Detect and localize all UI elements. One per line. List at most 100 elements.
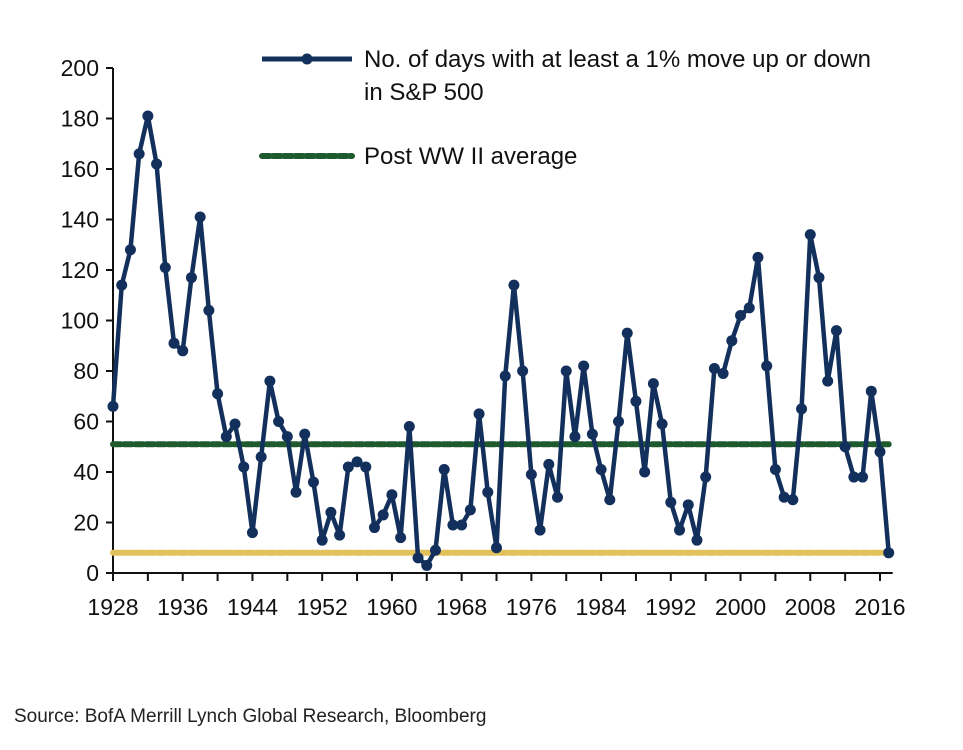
data-point xyxy=(395,532,407,544)
data-point xyxy=(421,559,433,571)
data-point xyxy=(656,418,668,430)
data-point xyxy=(168,337,180,349)
data-point xyxy=(307,476,319,488)
data-point xyxy=(613,416,625,427)
data-point xyxy=(403,421,415,433)
data-point xyxy=(238,461,250,473)
data-point xyxy=(595,463,607,475)
data-point xyxy=(325,506,337,518)
data-point xyxy=(212,388,224,400)
data-point xyxy=(133,148,145,160)
data-point xyxy=(735,309,747,321)
data-point xyxy=(639,466,651,478)
x-tick-label: 2008 xyxy=(785,594,836,620)
data-point xyxy=(630,395,642,407)
data-point xyxy=(700,471,712,483)
data-point xyxy=(839,441,851,453)
y-tick-label: 80 xyxy=(73,358,99,384)
data-point xyxy=(360,461,372,473)
y-tick-label: 140 xyxy=(61,207,99,233)
data-point xyxy=(691,534,703,546)
data-point xyxy=(447,519,459,531)
data-point xyxy=(813,272,825,284)
x-tick-label: 2016 xyxy=(854,594,905,620)
data-point xyxy=(586,428,598,440)
data-point xyxy=(560,365,572,377)
data-point xyxy=(508,279,520,291)
data-point xyxy=(491,542,502,554)
data-point xyxy=(429,544,441,556)
x-tick-label: 1984 xyxy=(576,594,627,620)
x-tick-label: 1936 xyxy=(157,594,208,620)
data-point xyxy=(255,451,267,463)
x-tick-label: 1976 xyxy=(506,594,557,620)
data-point xyxy=(665,496,677,508)
data-point xyxy=(281,431,293,443)
y-tick-label: 200 xyxy=(61,55,99,81)
data-point xyxy=(726,335,738,347)
data-point xyxy=(743,302,755,314)
data-point xyxy=(848,471,860,483)
data-point xyxy=(386,489,398,501)
data-point xyxy=(194,211,206,223)
data-point xyxy=(682,499,694,511)
series-polyline xyxy=(110,113,891,568)
data-point xyxy=(473,408,485,420)
data-point xyxy=(220,431,232,443)
x-tick-label: 1992 xyxy=(645,594,696,620)
data-point xyxy=(778,491,790,503)
y-tick-label: 100 xyxy=(61,308,99,334)
y-tick-label: 60 xyxy=(73,409,99,435)
data-point xyxy=(107,400,119,412)
legend: No. of days with at least a 1% move up o… xyxy=(259,46,871,170)
data-point xyxy=(874,446,886,458)
x-tick-label: 1968 xyxy=(436,594,487,620)
data-point xyxy=(456,519,468,531)
data-point xyxy=(185,272,197,284)
data-point xyxy=(865,385,877,397)
data-point xyxy=(708,362,720,374)
data-point xyxy=(787,494,799,506)
data-point xyxy=(796,403,808,415)
legend-label-series-line2: in S&P 500 xyxy=(364,79,484,106)
x-tick-label: 1944 xyxy=(227,594,278,620)
data-point xyxy=(482,486,494,498)
data-point xyxy=(342,461,354,473)
data-point xyxy=(377,509,389,521)
data-point xyxy=(604,494,616,506)
data-point xyxy=(525,469,537,481)
data-point xyxy=(578,360,590,372)
data-point xyxy=(674,524,686,536)
data-point xyxy=(273,416,285,427)
x-tick-label: 1928 xyxy=(87,594,138,620)
data-point xyxy=(177,345,189,357)
data-point xyxy=(203,304,215,316)
y-tick-label: 40 xyxy=(73,459,99,485)
data-point xyxy=(290,486,302,498)
data-point xyxy=(264,375,276,387)
data-point xyxy=(761,360,773,372)
data-point xyxy=(552,491,564,503)
data-point xyxy=(246,527,258,539)
data-point xyxy=(438,463,450,475)
data-point xyxy=(647,378,659,390)
data-point xyxy=(116,279,128,291)
y-tick-label: 120 xyxy=(61,257,99,283)
data-point xyxy=(316,534,328,546)
data-point xyxy=(621,327,633,339)
data-point xyxy=(752,251,764,263)
x-tick-label: 1952 xyxy=(297,594,348,620)
y-tick-label: 0 xyxy=(86,560,99,586)
data-point xyxy=(857,471,869,483)
series-line xyxy=(107,110,895,571)
legend-label-series-line1: No. of days with at least a 1% move up o… xyxy=(364,46,871,73)
y-tick-label: 160 xyxy=(61,156,99,182)
data-point xyxy=(543,458,555,470)
data-point xyxy=(159,261,171,273)
data-point xyxy=(412,552,424,564)
data-point xyxy=(351,456,363,468)
data-point xyxy=(334,529,346,541)
data-point xyxy=(830,325,842,337)
data-point xyxy=(517,365,529,377)
